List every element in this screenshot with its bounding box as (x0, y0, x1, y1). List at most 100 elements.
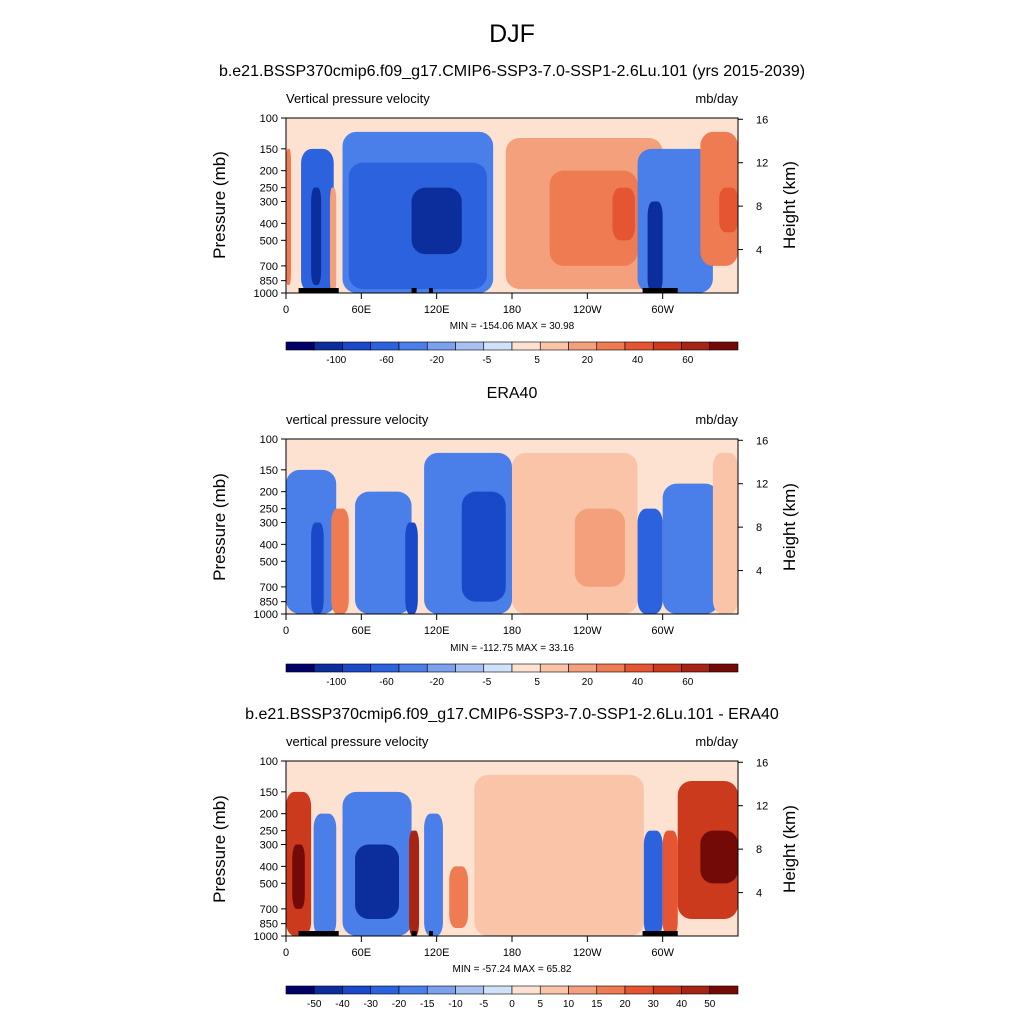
panel3-xtick-label: 60W (651, 947, 674, 959)
panel2-colorbar-box (652, 663, 682, 673)
panel1-colorbar-label: 60 (682, 355, 694, 366)
panel3-xtick-label: 120E (424, 947, 450, 959)
panel1-colorbar-label: 5 (534, 355, 540, 366)
panel3-colorbar-label: 50 (704, 999, 716, 1010)
panel2-ytick-label: 250 (260, 504, 278, 516)
panel3-ytick-label: 100 (260, 756, 278, 768)
panel1-colorbar-box (426, 341, 456, 351)
panel3-colorbar-label: 30 (648, 999, 660, 1010)
panel1-region (700, 131, 738, 266)
panel3-colorbar-label: 5 (537, 999, 543, 1010)
panel3-colorbar-label: -40 (335, 999, 350, 1010)
panel2-region (311, 522, 324, 614)
panel2-region (574, 508, 625, 587)
panel2-colorbar-label: -20 (429, 677, 444, 688)
panel2-ytick-right-label: 16 (756, 435, 768, 447)
panel1-ytick-label: 500 (260, 235, 278, 247)
panel3-title: b.e21.BSSP370cmip6.f09_g17.CMIP6-SSP3-7.… (245, 706, 779, 723)
panel3-colorbar-box (539, 985, 569, 995)
panel3-colorbar-box (568, 985, 598, 995)
panel2-region (355, 491, 412, 614)
panel2-colorbar-label: 20 (582, 677, 594, 688)
panel2-ytick-right-label: 8 (756, 522, 762, 534)
panel3-ytick-label: 400 (260, 861, 278, 873)
panel3-region (292, 844, 305, 909)
panel3-ytick-right-label: 4 (756, 888, 762, 900)
panel1-region (286, 148, 292, 285)
panel2-xtick-label: 180 (503, 625, 521, 637)
panel2-colorbar-label: 5 (534, 677, 540, 688)
panel3-land-mask (642, 931, 678, 936)
panel2-colorbar-box (313, 663, 343, 673)
panel1-colorbar-box (483, 341, 513, 351)
panel3-ytick-right-label: 8 (756, 844, 762, 856)
panel3-colorbar-box (652, 985, 682, 995)
panel3-colorbar-label: -30 (364, 999, 379, 1010)
panel2-ytick-label: 100 (260, 434, 278, 446)
panel3-ytick-label: 300 (260, 839, 278, 851)
panel1-colorbar-box (568, 341, 598, 351)
panel1-title: b.e21.BSSP370cmip6.f09_g17.CMIP6-SSP3-7.… (218, 63, 806, 80)
panel1-minmax: MIN = -154.06 MAX = 30.98 (449, 321, 575, 332)
panel1-ytick-label: 150 (260, 144, 278, 156)
panel2-colorbar-box (370, 663, 400, 673)
panel3-left-title: vertical pressure velocity (286, 734, 429, 749)
panel1-region (612, 187, 636, 241)
panel1-ytick-label: 700 (260, 261, 278, 273)
panel1-left-title: Vertical pressure velocity (286, 91, 430, 106)
panel2-colorbar-box (624, 663, 654, 673)
panel2-colorbar-box (568, 663, 598, 673)
panel3-region (643, 830, 663, 936)
panel1-colorbar-label: 40 (632, 355, 644, 366)
panel3-right-title: mb/day (695, 734, 738, 749)
panel3-colorbar-label: -10 (448, 999, 463, 1010)
panel1-ytick-label: 400 (260, 218, 278, 230)
panel3-ytick-label: 700 (260, 904, 278, 916)
panel2-ytick-label: 200 (260, 487, 278, 499)
panel2-colorbar-label: 40 (632, 677, 644, 688)
panel2-region (461, 491, 506, 602)
panel1-land-mask (298, 288, 339, 293)
panel1-right-title: mb/day (695, 91, 738, 106)
panel1-xtick-label: 60W (651, 304, 674, 316)
panel3-ytick-label: 1000 (254, 931, 278, 943)
panel3-colorbar-label: -50 (307, 999, 322, 1010)
panel3-ytick-label: 150 (260, 787, 278, 799)
panel3-ytick-label: 250 (260, 826, 278, 838)
panel2-ytick-label: 1000 (254, 609, 278, 621)
panel2-ytick-label: 150 (260, 465, 278, 477)
panel2-right-title: mb/day (695, 412, 738, 427)
panel1-land-mask (411, 288, 417, 293)
panel1-xtick-label: 60E (352, 304, 372, 316)
panel1-ytick-label: 850 (260, 276, 278, 288)
panel3-ytick-label: 500 (260, 878, 278, 890)
panel3-colorbar-box (342, 985, 372, 995)
panel3-colorbar-box (455, 985, 485, 995)
panel2-ytick-label: 850 (260, 597, 278, 609)
panel1-ytick-label: 100 (260, 113, 278, 125)
panel2-ytick-label: 700 (260, 582, 278, 594)
panel1-colorbar-label: -100 (326, 355, 346, 366)
panel2-colorbar-label: 60 (682, 677, 694, 688)
panel3-region (424, 813, 443, 936)
panel3-colorbar-box (624, 985, 654, 995)
panel1-colorbar-label: -5 (482, 355, 491, 366)
panel3-land-mask (411, 931, 417, 936)
panel2-colorbar-box (342, 663, 372, 673)
panel3-region (700, 830, 738, 884)
panel1-land-mask (642, 288, 678, 293)
panel3-colorbar-box (483, 985, 513, 995)
panel1-colorbar-box (342, 341, 372, 351)
panel3-region (449, 866, 469, 928)
panel2-region (637, 508, 663, 614)
panel3-colorbar-box (313, 985, 343, 995)
panel2-xtick-label: 120W (573, 625, 602, 637)
panel2-left-title: vertical pressure velocity (286, 412, 429, 427)
panel3-colorbar-label: -15 (420, 999, 435, 1010)
panel2-minmax: MIN = -112.75 MAX = 33.16 (450, 643, 574, 654)
panel1-xtick-label: 0 (283, 304, 289, 316)
panel1-colorbar-label: -20 (429, 355, 444, 366)
panel2-region (331, 508, 349, 614)
panel3-region (474, 774, 644, 936)
